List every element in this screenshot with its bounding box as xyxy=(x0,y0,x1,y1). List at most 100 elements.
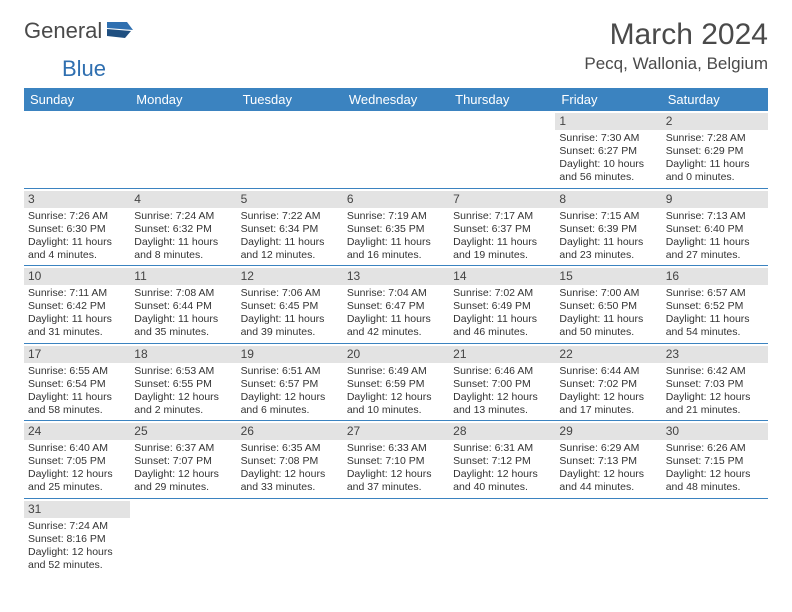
day-header-cell: Saturday xyxy=(662,88,768,111)
day-info-line: and 39 minutes. xyxy=(241,326,339,339)
day-number xyxy=(555,501,661,518)
day-cell: 11Sunrise: 7:08 AMSunset: 6:44 PMDayligh… xyxy=(130,266,236,343)
day-number xyxy=(237,113,343,130)
day-cell: 31Sunrise: 7:24 AMSunset: 8:16 PMDayligh… xyxy=(24,499,130,576)
day-cell: 25Sunrise: 6:37 AMSunset: 7:07 PMDayligh… xyxy=(130,421,236,498)
day-info-line: Daylight: 11 hours xyxy=(134,313,232,326)
day-header-cell: Friday xyxy=(555,88,661,111)
day-info-line: and 25 minutes. xyxy=(28,481,126,494)
day-info-line: Daylight: 12 hours xyxy=(347,391,445,404)
day-info-line: Daylight: 11 hours xyxy=(347,313,445,326)
day-info-line: and 52 minutes. xyxy=(28,559,126,572)
day-info-line: Sunrise: 7:26 AM xyxy=(28,210,126,223)
day-info-line: and 31 minutes. xyxy=(28,326,126,339)
day-number: 24 xyxy=(24,423,130,440)
day-number xyxy=(24,113,130,130)
day-cell xyxy=(555,499,661,576)
day-info-line: Daylight: 12 hours xyxy=(241,391,339,404)
day-info-line: Sunset: 7:12 PM xyxy=(453,455,551,468)
day-info-line: Sunrise: 6:42 AM xyxy=(666,365,764,378)
day-info-line: Sunset: 7:05 PM xyxy=(28,455,126,468)
day-info-line: Sunset: 6:52 PM xyxy=(666,300,764,313)
day-info-line: and 2 minutes. xyxy=(134,404,232,417)
day-info-line: Sunrise: 7:00 AM xyxy=(559,287,657,300)
day-info-line: Sunset: 6:34 PM xyxy=(241,223,339,236)
day-number: 23 xyxy=(662,346,768,363)
day-info-line: Sunrise: 6:44 AM xyxy=(559,365,657,378)
day-info-line: Daylight: 12 hours xyxy=(134,468,232,481)
day-header-cell: Monday xyxy=(130,88,236,111)
day-info-line: Sunrise: 7:19 AM xyxy=(347,210,445,223)
day-info-line: Sunrise: 6:49 AM xyxy=(347,365,445,378)
day-info-line: Sunrise: 7:15 AM xyxy=(559,210,657,223)
day-number: 13 xyxy=(343,268,449,285)
day-info-line: and 29 minutes. xyxy=(134,481,232,494)
day-info-line: and 12 minutes. xyxy=(241,249,339,262)
day-info-line: Sunrise: 7:02 AM xyxy=(453,287,551,300)
day-number: 20 xyxy=(343,346,449,363)
day-cell xyxy=(343,499,449,576)
day-info-line: Sunset: 6:39 PM xyxy=(559,223,657,236)
day-number: 30 xyxy=(662,423,768,440)
day-header-cell: Wednesday xyxy=(343,88,449,111)
day-cell: 10Sunrise: 7:11 AMSunset: 6:42 PMDayligh… xyxy=(24,266,130,343)
brand-part2: Blue xyxy=(62,56,106,82)
day-info-line: Sunrise: 7:06 AM xyxy=(241,287,339,300)
day-info-line: Daylight: 12 hours xyxy=(666,391,764,404)
day-info-line: Sunset: 7:03 PM xyxy=(666,378,764,391)
day-number: 9 xyxy=(662,191,768,208)
day-cell: 9Sunrise: 7:13 AMSunset: 6:40 PMDaylight… xyxy=(662,189,768,266)
day-info-line: Daylight: 11 hours xyxy=(666,313,764,326)
day-cell xyxy=(237,499,343,576)
day-info-line: Sunset: 6:27 PM xyxy=(559,145,657,158)
day-number: 8 xyxy=(555,191,661,208)
day-number: 17 xyxy=(24,346,130,363)
day-cell: 16Sunrise: 6:57 AMSunset: 6:52 PMDayligh… xyxy=(662,266,768,343)
day-info-line: Daylight: 12 hours xyxy=(28,546,126,559)
day-number: 11 xyxy=(130,268,236,285)
day-cell: 28Sunrise: 6:31 AMSunset: 7:12 PMDayligh… xyxy=(449,421,555,498)
day-cell: 4Sunrise: 7:24 AMSunset: 6:32 PMDaylight… xyxy=(130,189,236,266)
day-info-line: Sunset: 6:45 PM xyxy=(241,300,339,313)
day-info-line: and 19 minutes. xyxy=(453,249,551,262)
day-info-line: Sunset: 7:10 PM xyxy=(347,455,445,468)
day-info-line: Daylight: 12 hours xyxy=(241,468,339,481)
day-number: 16 xyxy=(662,268,768,285)
day-cell: 26Sunrise: 6:35 AMSunset: 7:08 PMDayligh… xyxy=(237,421,343,498)
day-info-line: Daylight: 11 hours xyxy=(28,236,126,249)
title-block: March 2024 Pecq, Wallonia, Belgium xyxy=(584,18,768,74)
day-info-line: and 40 minutes. xyxy=(453,481,551,494)
day-number: 31 xyxy=(24,501,130,518)
day-info-line: Daylight: 11 hours xyxy=(241,313,339,326)
brand-logo: General xyxy=(24,18,135,44)
day-info-line: Daylight: 11 hours xyxy=(559,313,657,326)
week-row: 1Sunrise: 7:30 AMSunset: 6:27 PMDaylight… xyxy=(24,111,768,189)
day-info-line: Sunset: 6:29 PM xyxy=(666,145,764,158)
day-number xyxy=(343,501,449,518)
day-header-row: SundayMondayTuesdayWednesdayThursdayFrid… xyxy=(24,88,768,111)
day-info-line: Sunrise: 6:33 AM xyxy=(347,442,445,455)
day-info-line: Sunset: 6:50 PM xyxy=(559,300,657,313)
day-info-line: Daylight: 12 hours xyxy=(347,468,445,481)
day-info-line: and 44 minutes. xyxy=(559,481,657,494)
day-info-line: Sunrise: 6:51 AM xyxy=(241,365,339,378)
day-info-line: and 17 minutes. xyxy=(559,404,657,417)
day-cell: 19Sunrise: 6:51 AMSunset: 6:57 PMDayligh… xyxy=(237,344,343,421)
day-info-line: and 35 minutes. xyxy=(134,326,232,339)
day-cell: 12Sunrise: 7:06 AMSunset: 6:45 PMDayligh… xyxy=(237,266,343,343)
month-title: March 2024 xyxy=(584,18,768,52)
day-header-cell: Thursday xyxy=(449,88,555,111)
day-cell: 21Sunrise: 6:46 AMSunset: 7:00 PMDayligh… xyxy=(449,344,555,421)
day-info-line: and 58 minutes. xyxy=(28,404,126,417)
day-cell: 22Sunrise: 6:44 AMSunset: 7:02 PMDayligh… xyxy=(555,344,661,421)
day-cell: 15Sunrise: 7:00 AMSunset: 6:50 PMDayligh… xyxy=(555,266,661,343)
day-info-line: Sunset: 6:54 PM xyxy=(28,378,126,391)
day-info-line: Sunset: 7:13 PM xyxy=(559,455,657,468)
day-info-line: Sunrise: 6:55 AM xyxy=(28,365,126,378)
day-cell: 5Sunrise: 7:22 AMSunset: 6:34 PMDaylight… xyxy=(237,189,343,266)
day-cell: 13Sunrise: 7:04 AMSunset: 6:47 PMDayligh… xyxy=(343,266,449,343)
day-number: 6 xyxy=(343,191,449,208)
day-number: 21 xyxy=(449,346,555,363)
day-info-line: Sunset: 6:47 PM xyxy=(347,300,445,313)
day-cell xyxy=(237,111,343,188)
